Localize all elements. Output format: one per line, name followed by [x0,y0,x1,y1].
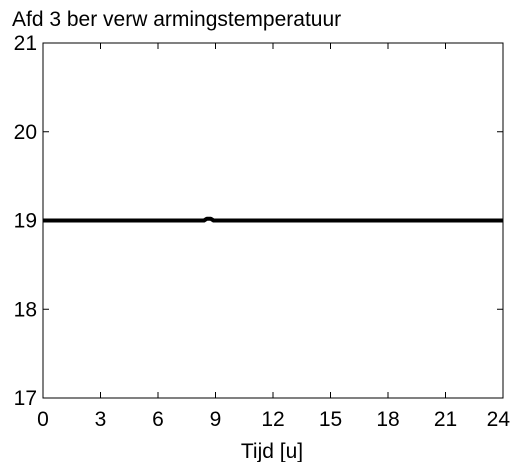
series-layer [43,216,503,223]
series-line-0 [43,216,503,223]
y-tick-label-2: 19 [14,210,37,233]
y-tick-label-1: 18 [14,298,37,321]
x-tick-label-4: 12 [261,408,284,431]
x-tick-label-3: 9 [210,408,222,431]
x-tick-label-2: 6 [152,408,164,431]
x-tick-label-5: 15 [319,408,342,431]
x-tick-label-6: 18 [376,408,399,431]
x-tick-label-0: 0 [37,408,49,431]
y-tick-label-0: 17 [14,387,37,410]
x-axis-label: Tijd [u] [241,440,303,462]
x-tick-label-1: 3 [95,408,107,431]
y-tick-label-3: 20 [14,121,37,144]
x-tick-label-8: 24 [487,408,511,431]
x-tick-label-7: 21 [434,408,457,431]
y-tick-label-4: 21 [14,32,37,55]
x-axis-ticks: 0 3 6 9 12 15 18 21 24 [37,43,510,431]
chart-title: Afd 3 ber verw armingstemperatuur [12,8,341,31]
y-axis-ticks: 17 18 19 20 21 [14,32,503,410]
